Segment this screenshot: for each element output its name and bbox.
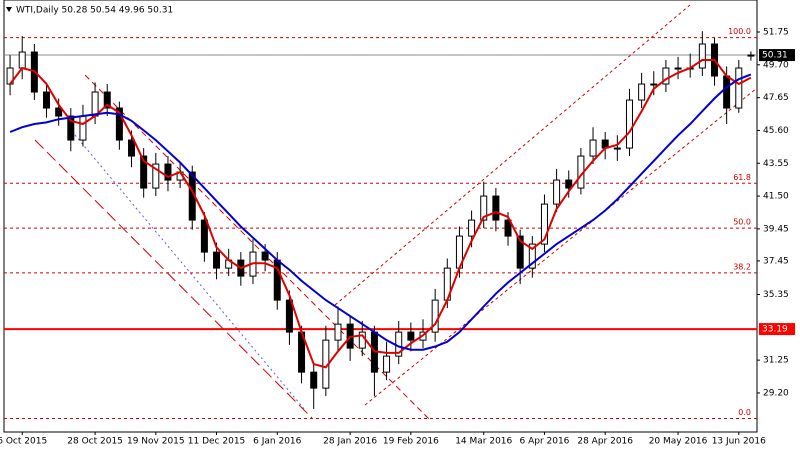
y-tick-label: 41.50	[763, 192, 789, 202]
candle-body	[200, 219, 208, 253]
fib-label: 38.2	[733, 262, 751, 271]
candle-body	[103, 91, 111, 109]
candle-body	[504, 219, 512, 237]
channel-line	[34, 139, 313, 419]
candle-body	[674, 67, 682, 70]
y-tick-label: 37.45	[763, 256, 789, 266]
y-tick-label: 49.70	[763, 60, 789, 70]
candle-body	[492, 195, 500, 221]
candle-body	[613, 147, 621, 150]
candle-body	[310, 371, 318, 389]
candle-body	[662, 67, 670, 85]
y-tick-label: 29.20	[763, 388, 789, 398]
x-tick-label: 14 Mar 2016	[455, 437, 512, 447]
candle-body	[79, 115, 87, 141]
fib-label: 50.0	[733, 218, 751, 227]
channel-lines	[34, 4, 758, 421]
candle-body	[18, 51, 26, 69]
candle-body	[273, 259, 281, 301]
moving-average	[9, 73, 752, 351]
x-tick-label: 6 Oct 2015	[0, 437, 47, 447]
x-tick-label: 19 Feb 2016	[383, 437, 439, 447]
candle-body	[589, 139, 597, 157]
candle-body	[528, 243, 536, 269]
candle-body	[723, 75, 731, 109]
candle-body	[565, 179, 573, 189]
candle-body	[285, 299, 293, 333]
y-tick-label: 47.65	[763, 93, 789, 103]
candle-body	[115, 107, 123, 141]
candle-body	[55, 107, 63, 117]
x-tick-label: 11 Dec 2015	[188, 437, 246, 447]
candle-body	[407, 331, 415, 341]
y-tick-label: 39.45	[763, 224, 789, 234]
price-tag	[759, 323, 795, 336]
x-tick-label: 6 Apr 2016	[519, 437, 569, 447]
candle-body	[735, 67, 743, 109]
fib-label: 61.8	[733, 173, 751, 182]
price-tag-label: 33.19	[762, 325, 788, 335]
candle-body	[698, 43, 706, 69]
candle-body	[128, 139, 136, 157]
candle-body	[747, 54, 755, 57]
fib-label: 0.0	[738, 408, 751, 417]
candle-body	[638, 83, 646, 101]
y-tick-label: 43.55	[763, 159, 789, 169]
candle-body	[43, 91, 51, 109]
candle-body	[140, 155, 148, 189]
x-tick-label: 13 Jun 2016	[712, 437, 766, 447]
candle-body	[334, 323, 342, 341]
candle-body	[468, 219, 476, 237]
chart-title: WTI,Daily 50.28 50.54 49.96 50.31	[16, 6, 173, 16]
candle-body	[164, 163, 172, 181]
channel-line	[84, 74, 431, 421]
x-tick-label: 20 May 2016	[649, 437, 708, 447]
moving-average	[9, 59, 752, 369]
candle-body	[6, 67, 14, 85]
candle-body	[152, 163, 160, 189]
candle-body	[553, 179, 561, 205]
x-tick-label: 19 Nov 2015	[127, 437, 185, 447]
x-tick-label: 28 Oct 2015	[67, 437, 123, 447]
price-tag-label: 50.31	[762, 51, 788, 61]
candle-body	[261, 251, 269, 261]
y-tick-label: 45.60	[763, 126, 789, 136]
candle-body	[625, 99, 633, 149]
candle-body	[540, 203, 548, 245]
candle-body	[383, 355, 391, 373]
candle-body	[650, 83, 658, 86]
fib-label: 100.0	[728, 27, 751, 36]
y-tick-label: 35.35	[763, 290, 789, 300]
plot-frame	[3, 0, 758, 433]
menu-arrow[interactable]	[6, 7, 12, 12]
candle-body	[213, 251, 221, 269]
x-tick-label: 28 Apr 2016	[577, 437, 633, 447]
candle-body	[480, 195, 488, 221]
x-tick-label: 28 Jan 2016	[323, 437, 377, 447]
y-tick-label: 51.75	[763, 28, 789, 38]
y-tick-label: 31.25	[763, 356, 789, 366]
price-tag	[759, 49, 795, 62]
x-tick-label: 6 Jan 2016	[253, 437, 301, 447]
candle-body	[516, 235, 524, 269]
candle-body	[91, 91, 99, 117]
candle-body	[67, 115, 75, 141]
channel-line	[364, 87, 758, 406]
